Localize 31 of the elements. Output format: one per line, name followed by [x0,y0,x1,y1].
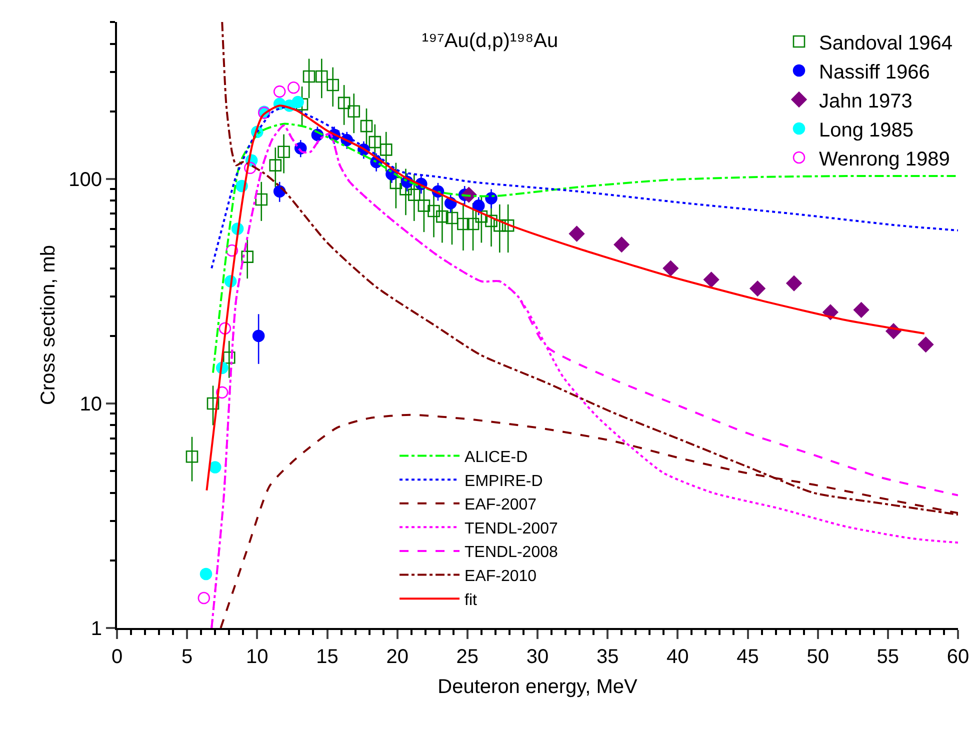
y-tick-label: 1 [90,618,102,640]
legend-label: EAF-2010 [464,568,537,586]
x-tick-label: 5 [182,646,193,668]
legend-label: TENDL-2007 [464,520,558,538]
legend-label: EAF-2007 [464,496,537,514]
x-tick-label: 35 [596,646,619,668]
x-tick-label: 55 [876,646,900,668]
legend-label: Jahn 1973 [819,90,912,112]
x-tick-label: 25 [456,646,479,668]
legend-label: Nassiff 1966 [819,61,930,84]
legend-label: EMPIRE-D [464,472,543,490]
x-tick-label: 30 [526,646,549,668]
x-tick-label: 15 [316,646,338,668]
x-tick-label: 0 [111,646,123,668]
legend-label: TENDL-2008 [464,544,558,562]
x-tick-label: 20 [386,646,408,668]
legend-label: Wenrong 1989 [819,148,950,170]
y-tick-label: 100 [68,168,102,191]
chart-title: ¹⁹⁷Au(d,p)¹⁹⁸Au [422,30,558,52]
y-tick-label: 10 [80,393,102,416]
x-tick-label: 45 [736,646,759,668]
x-tick-label: 50 [806,646,829,668]
legend-label: ALICE-D [464,449,528,466]
x-tick-label: 60 [946,646,970,668]
legend-label: Long 1985 [819,119,914,142]
legend-label: fit [464,592,478,609]
x-axis-title: Deuteron energy, MeV [438,676,638,698]
x-tick-label: 40 [666,646,689,668]
x-tick-label: 10 [246,646,268,668]
y-axis-title: Cross section, mb [38,244,60,406]
legend-label: Sandoval 1964 [819,32,952,54]
